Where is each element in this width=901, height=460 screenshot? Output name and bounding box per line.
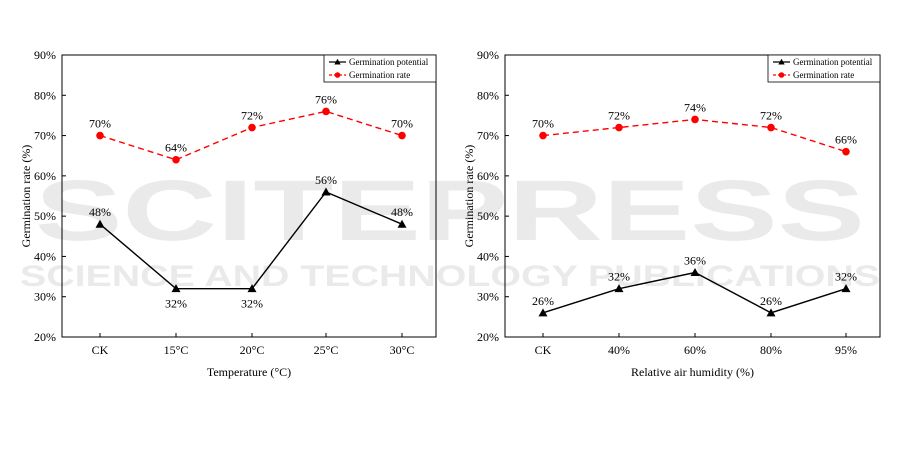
legend-entry-label: Germination rate bbox=[349, 70, 410, 80]
data-point bbox=[321, 187, 331, 196]
data-label: 26% bbox=[532, 294, 554, 308]
data-point bbox=[614, 284, 624, 293]
data-label: 70% bbox=[532, 117, 554, 131]
legend-swatch-marker bbox=[778, 58, 785, 65]
x-tick-label: 80% bbox=[760, 343, 782, 357]
y-tick-label: 90% bbox=[34, 48, 56, 62]
data-label: 56% bbox=[315, 173, 337, 187]
data-label: 26% bbox=[760, 294, 782, 308]
legend-swatch-marker bbox=[334, 72, 341, 78]
data-label: 32% bbox=[608, 270, 630, 284]
data-point bbox=[398, 131, 406, 140]
y-tick-label: 30% bbox=[477, 290, 499, 304]
legend-entry-label: Germination rate bbox=[793, 70, 854, 80]
series-germination-potential: 26% 32% 36% 26% 32% bbox=[532, 254, 857, 317]
data-label: 70% bbox=[89, 117, 111, 131]
y-tick-label: 50% bbox=[34, 209, 56, 223]
x-tick-label: 20°C bbox=[240, 343, 265, 357]
x-tick-label: 95% bbox=[835, 343, 857, 357]
data-point bbox=[842, 147, 850, 156]
data-point bbox=[172, 155, 180, 164]
x-axis-title: Temperature (°C) bbox=[207, 365, 291, 379]
chart-temperature: 20% 30% 40% 50% 60% 70% 80% 90% CK 15°C 20°C 25°C 30… bbox=[19, 48, 437, 379]
x-tick-label: 25°C bbox=[314, 343, 339, 357]
legend-swatch-marker bbox=[334, 58, 341, 65]
data-label: 72% bbox=[760, 109, 782, 123]
data-label: 76% bbox=[315, 92, 337, 106]
x-tick-label: 30°C bbox=[390, 343, 415, 357]
x-tick-label: CK bbox=[535, 343, 552, 357]
y-tick-label: 60% bbox=[34, 169, 56, 183]
y-tick-label: 80% bbox=[34, 88, 56, 102]
legend: Germination potential Germination rate bbox=[323, 54, 437, 83]
data-label: 72% bbox=[241, 109, 263, 123]
data-point bbox=[538, 308, 548, 317]
x-tick-label: 60% bbox=[684, 343, 706, 357]
data-point bbox=[615, 123, 623, 132]
data-point bbox=[96, 131, 104, 140]
legend-box bbox=[767, 54, 881, 83]
y-tick-label: 70% bbox=[477, 129, 499, 143]
series-germination-potential: 48% 32% 32% 56% 48% bbox=[89, 173, 413, 311]
watermark-main: SCITEPRESS bbox=[35, 163, 865, 259]
chart-humidity: 20% 30% 40% 50% 60% 70% 80% 90% CK 40% 60% 80% 95% Re… bbox=[462, 48, 881, 379]
y-axis-title: Germination rate (%) bbox=[462, 145, 476, 248]
legend: Germination potential Germination rate bbox=[767, 54, 881, 83]
data-label: 48% bbox=[391, 205, 413, 219]
legend-entry-label: Germination potential bbox=[793, 57, 873, 67]
y-axis-title: Germination rate (%) bbox=[19, 145, 33, 248]
data-point bbox=[539, 131, 547, 140]
data-point bbox=[841, 284, 851, 293]
plot-frame bbox=[504, 54, 881, 338]
data-point bbox=[397, 219, 407, 228]
data-label: 36% bbox=[684, 254, 706, 268]
data-label: 32% bbox=[165, 297, 187, 311]
data-label: 70% bbox=[391, 117, 413, 131]
y-tick-label: 50% bbox=[477, 209, 499, 223]
y-tick-label: 70% bbox=[34, 129, 56, 143]
legend-entry-label: Germination potential bbox=[349, 57, 429, 67]
data-point bbox=[322, 107, 330, 116]
data-point bbox=[247, 284, 257, 293]
data-point bbox=[691, 115, 699, 124]
data-label: 64% bbox=[165, 141, 187, 155]
series-line bbox=[542, 118, 847, 153]
data-point bbox=[248, 123, 256, 132]
y-tick-label: 20% bbox=[477, 330, 499, 344]
data-label: 48% bbox=[89, 205, 111, 219]
x-tick-label: 40% bbox=[608, 343, 630, 357]
x-tick-label: 15°C bbox=[164, 343, 189, 357]
series-germination-rate: 70% 72% 74% 72% 66% bbox=[532, 100, 857, 156]
data-point bbox=[171, 284, 181, 293]
data-point bbox=[766, 308, 776, 317]
data-point bbox=[690, 268, 700, 277]
data-point bbox=[767, 123, 775, 132]
data-label: 72% bbox=[608, 109, 630, 123]
series-germination-rate: 70% 64% 72% 76% 70% bbox=[89, 92, 413, 164]
data-label: 74% bbox=[684, 100, 706, 114]
data-label: 32% bbox=[241, 297, 263, 311]
data-label: 32% bbox=[835, 270, 857, 284]
data-label: 66% bbox=[835, 133, 857, 147]
y-tick-label: 90% bbox=[477, 48, 499, 62]
watermark: SCITEPRESS SCIENCE AND TECHNOLOGY PUBLIC… bbox=[20, 163, 880, 293]
legend-swatch-marker bbox=[778, 72, 785, 78]
y-tick-label: 40% bbox=[477, 249, 499, 263]
plot-frame bbox=[61, 54, 437, 338]
x-axis-title: Relative air humidity (%) bbox=[631, 365, 754, 379]
y-tick-label: 20% bbox=[34, 330, 56, 344]
legend-box bbox=[323, 54, 437, 83]
y-tick-label: 60% bbox=[477, 169, 499, 183]
watermark-sub: SCIENCE AND TECHNOLOGY PUBLICATIONS bbox=[20, 260, 880, 293]
y-tick-label: 40% bbox=[34, 249, 56, 263]
x-tick-label: CK bbox=[92, 343, 109, 357]
y-tick-label: 30% bbox=[34, 290, 56, 304]
data-point bbox=[95, 219, 105, 228]
y-tick-label: 80% bbox=[477, 88, 499, 102]
